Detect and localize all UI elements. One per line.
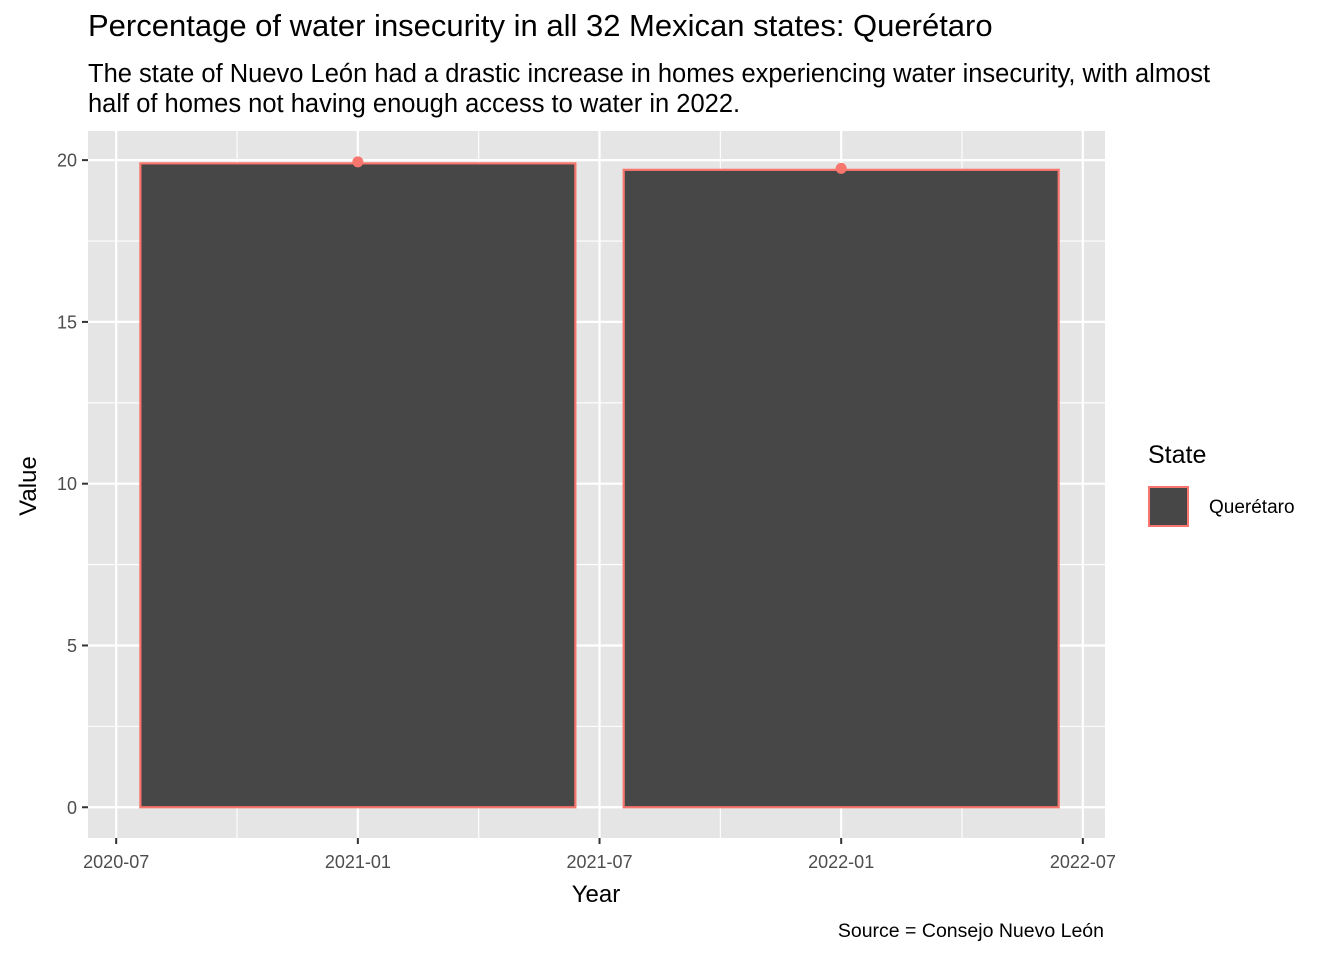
y-tick-label: 15 [57,312,77,332]
y-axis-title: Value [15,456,42,516]
legend-label: Querétaro [1209,497,1295,518]
y-tick-label: 0 [67,798,77,818]
point-2021-01 [352,156,364,168]
point-2022-01 [835,162,847,174]
bars [139,162,1060,809]
bar-2021-01 [139,162,577,809]
y-tick-label: 20 [57,151,77,171]
x-axis-title: Year [572,881,621,908]
x-tick-label: 2022-07 [1050,852,1116,872]
axes: 0 5 10 15 20 2020-07 2021-01 2021-07 2022-01 2022… [57,151,1116,872]
source-caption: Source = Consejo Nuevo León [837,920,1104,942]
y-tick-label: 5 [67,636,77,656]
x-tick-label: 2022-01 [808,852,874,872]
chart-subtitle: The state of Nuevo León had a drastic in… [88,60,1211,118]
chart-title: Percentage of water insecurity in all 32… [88,8,993,43]
points [352,156,847,174]
x-tick-label: 2021-07 [566,852,632,872]
legend-key [1148,486,1189,527]
y-tick-label: 10 [57,474,77,494]
legend-title: State [1148,441,1207,469]
x-tick-label: 2021-01 [325,852,391,872]
x-tick-label: 2020-07 [83,852,149,872]
bar-2022-01 [622,168,1060,809]
